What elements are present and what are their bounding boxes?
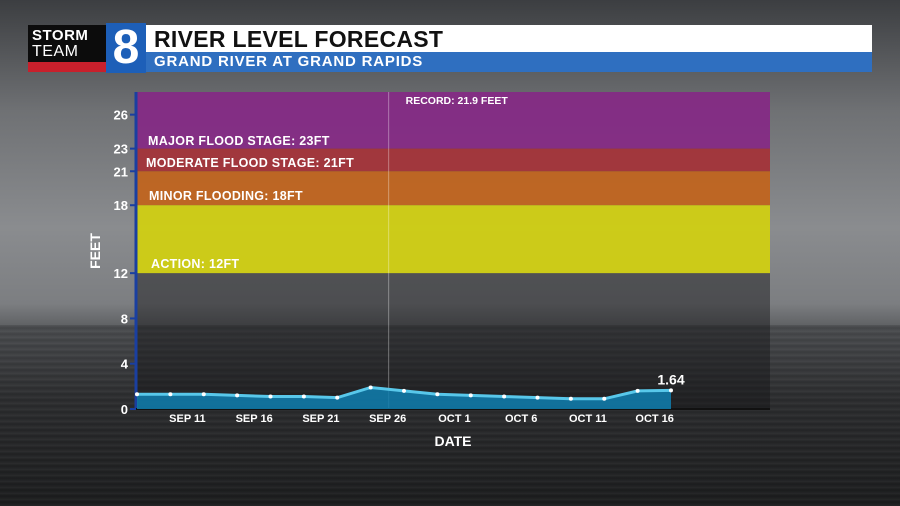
- band-major: [136, 92, 770, 149]
- data-point: [502, 394, 507, 399]
- band-moderate: [136, 148, 770, 172]
- data-point: [435, 392, 440, 397]
- title-bar: RIVER LEVEL FORECAST: [146, 25, 872, 52]
- record-label: RECORD: 21.9 FEET: [406, 95, 509, 107]
- y-tick-label: 26: [114, 108, 128, 123]
- x-axis-label: DATE: [434, 433, 471, 449]
- band-label-major: MAJOR FLOOD STAGE: 23FT: [148, 134, 330, 148]
- data-point: [168, 392, 173, 397]
- series-area: [137, 387, 671, 409]
- y-tick-label: 12: [114, 266, 128, 281]
- logo-red-stripe: [28, 62, 108, 72]
- data-point: [301, 394, 306, 399]
- subtitle-bar: GRAND RIVER AT GRAND RAPIDS: [146, 52, 872, 72]
- y-tick-label: 23: [114, 142, 128, 157]
- x-tick-label: OCT 6: [505, 413, 537, 425]
- y-tick-label: 0: [121, 402, 128, 417]
- data-point: [268, 394, 273, 399]
- data-point: [335, 395, 340, 400]
- data-point: [201, 392, 206, 397]
- band-minor: [136, 171, 770, 206]
- band-action: [136, 205, 770, 274]
- x-tick-label: OCT 11: [569, 413, 607, 425]
- data-point: [235, 393, 240, 398]
- data-point: [535, 395, 540, 400]
- y-tick-label: 18: [114, 198, 128, 213]
- data-point: [568, 396, 573, 401]
- y-tick-label: 21: [114, 164, 128, 179]
- y-tick-label: 4: [121, 357, 129, 372]
- x-tick-label: SEP 16: [236, 413, 273, 425]
- band-label-minor: MINOR FLOODING: 18FT: [149, 189, 303, 203]
- x-tick-label: OCT 16: [635, 413, 674, 425]
- data-point: [368, 385, 373, 390]
- water-background: [0, 325, 900, 506]
- logo-mid-block: [28, 46, 108, 62]
- x-tick-label: SEP 26: [369, 413, 406, 425]
- x-tick-label: SEP 11: [169, 413, 206, 425]
- x-tick-label: SEP 21: [302, 413, 339, 425]
- y-tick-label: 8: [121, 311, 128, 326]
- band-label-moderate: MODERATE FLOOD STAGE: 21FT: [146, 156, 354, 170]
- data-point: [402, 388, 406, 393]
- data-point: [635, 388, 640, 393]
- page-title: RIVER LEVEL FORECAST: [154, 26, 444, 52]
- data-point: [468, 393, 473, 398]
- data-point: [602, 396, 607, 401]
- band-label-action: ACTION: 12FT: [151, 257, 239, 271]
- data-point: [135, 392, 139, 397]
- storm-team-8-logo: STORM TEAM 8: [28, 23, 146, 73]
- logo-storm-text: STORM: [32, 27, 89, 44]
- y-axis-label: FEET: [87, 233, 103, 269]
- logo-top-block: [28, 25, 108, 46]
- page-subtitle: GRAND RIVER AT GRAND RAPIDS: [154, 53, 424, 70]
- x-tick-label: OCT 1: [438, 413, 470, 425]
- logo-eight: 8: [106, 23, 146, 73]
- logo-team-text: TEAM: [32, 43, 79, 60]
- data-point: [669, 388, 673, 393]
- last-value-label: 1.64: [657, 371, 684, 387]
